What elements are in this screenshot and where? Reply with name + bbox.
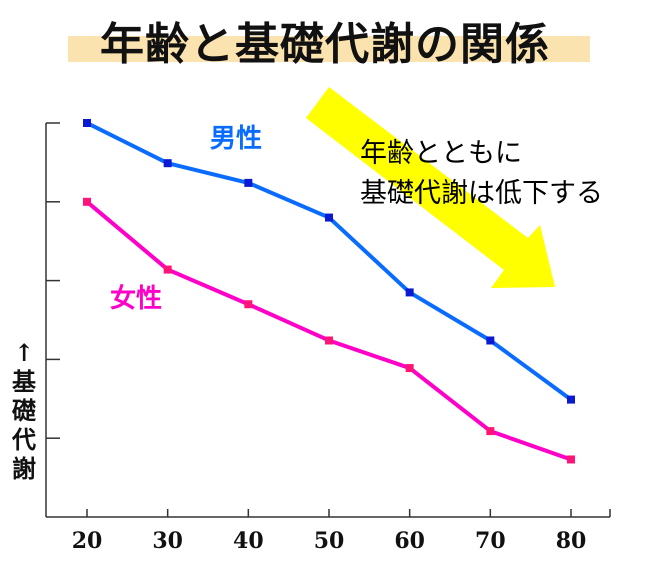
trend-arrow bbox=[306, 87, 555, 288]
data-point-male bbox=[325, 213, 333, 222]
x-tick-label: 50 bbox=[314, 528, 345, 554]
data-point-male bbox=[486, 336, 495, 345]
title-highlight bbox=[68, 36, 590, 62]
data-point-male bbox=[405, 288, 414, 297]
data-point-female bbox=[325, 336, 333, 345]
data-point-female bbox=[405, 364, 414, 373]
x-tick-label: 70 bbox=[475, 528, 506, 554]
legend-male: 男性 bbox=[210, 124, 263, 154]
x-tick-label: 40 bbox=[233, 528, 264, 554]
data-point-female bbox=[163, 265, 172, 274]
data-point-female bbox=[486, 427, 495, 436]
data-point-male bbox=[163, 159, 172, 168]
data-point-male bbox=[567, 395, 575, 404]
chart-title: 年齢と基礎代謝の関係 bbox=[100, 19, 550, 70]
annotation-line-2: 基礎代謝は低下する bbox=[360, 178, 603, 209]
data-point-female bbox=[83, 197, 91, 206]
annotation-line-1: 年齢とともに bbox=[360, 138, 522, 169]
data-point-female bbox=[244, 300, 253, 309]
data-point-female bbox=[567, 455, 575, 464]
x-tick-label: 60 bbox=[394, 528, 425, 554]
x-tick-label: 30 bbox=[152, 528, 183, 554]
x-tick-label: 20 bbox=[72, 528, 103, 554]
y-axis-label: ↑基礎代謝 bbox=[12, 338, 36, 483]
annotation: 年齢とともに 基礎代謝は低下する bbox=[360, 134, 603, 214]
legend-female: 女性 bbox=[110, 284, 163, 314]
data-point-male bbox=[244, 178, 253, 187]
data-point-male bbox=[83, 119, 91, 127]
x-tick-label: 80 bbox=[556, 528, 587, 554]
